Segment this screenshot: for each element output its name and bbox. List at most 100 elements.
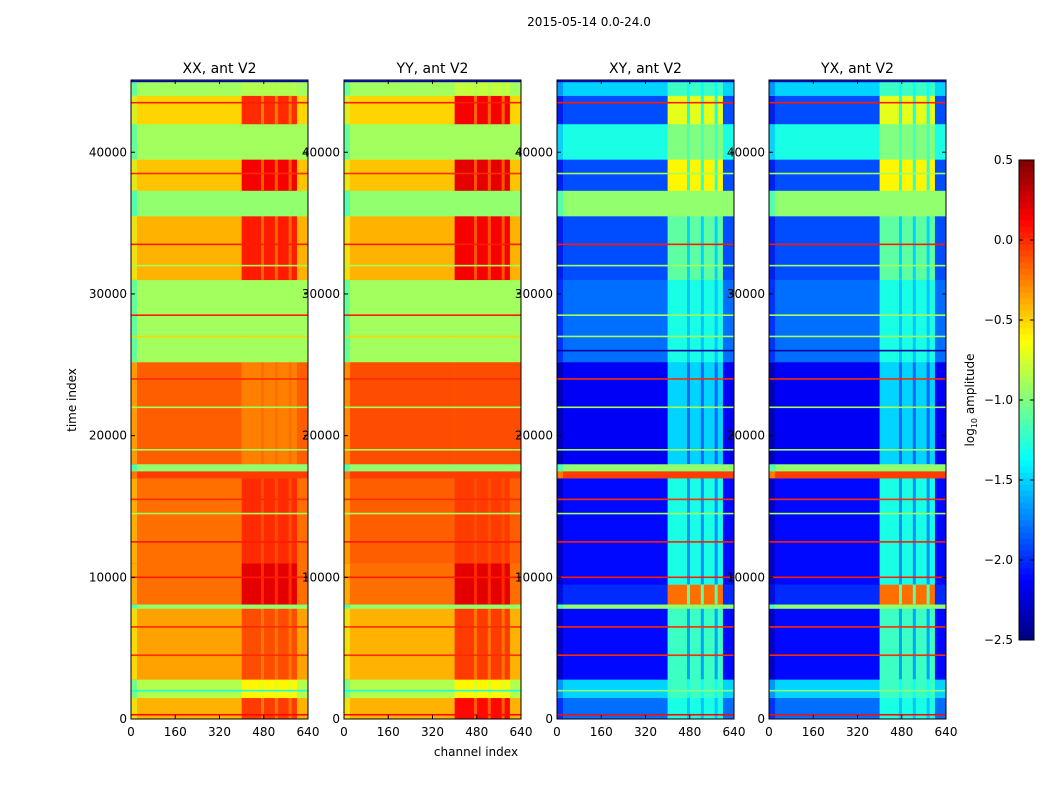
heatmap-cell	[131, 216, 137, 280]
heatmap-cell	[667, 279, 724, 363]
heatmap-cell	[557, 159, 563, 191]
heatmap-row-line	[769, 576, 946, 579]
heatmap-cell	[296, 80, 309, 96]
panel-xy: XY, ant V2 0 160 320 480 640 0 10000 20000 30000 4…	[515, 61, 746, 739]
heatmap-cell	[879, 608, 936, 680]
panel-title: XX, ant V2	[183, 61, 257, 77]
colorbar-swatch	[1019, 610, 1034, 617]
heatmap-cell	[912, 80, 916, 96]
heatmap-row-line	[557, 314, 734, 316]
heatmap-cell	[274, 361, 278, 464]
heatmap-cell	[473, 697, 477, 719]
heatmap-cell	[473, 95, 477, 124]
heatmap-row-line	[131, 541, 308, 543]
colorbar-swatch	[1019, 424, 1034, 431]
heatmap-cell	[509, 697, 522, 720]
heatmap-cell	[686, 95, 690, 124]
colorbar-swatch	[1019, 340, 1034, 347]
heatmap-row-line	[557, 406, 734, 409]
colorbar-swatch	[1019, 634, 1034, 641]
heatmap-cell	[296, 159, 309, 191]
heatmap-cell	[296, 95, 309, 125]
heatmap-cell	[667, 95, 724, 125]
heatmap-cell	[769, 604, 880, 609]
heatmap-row-line	[557, 101, 734, 104]
colorbar-label-suffix: amplitude	[963, 354, 977, 418]
colorbar-swatch	[1019, 208, 1034, 215]
heatmap-cell	[926, 697, 930, 719]
heatmap-cell	[769, 584, 775, 605]
heatmap-cell	[557, 584, 563, 605]
heatmap-cell	[501, 563, 505, 605]
heatmap-row-line	[131, 335, 308, 338]
y-tick-label: 0	[119, 712, 127, 726]
heatmap-cell	[454, 159, 511, 191]
colorbar-swatch	[1019, 184, 1034, 191]
heatmap-cell	[487, 159, 491, 191]
heatmap-cell	[686, 123, 690, 160]
heatmap-cell	[557, 123, 563, 160]
colorbar-swatch	[1019, 328, 1034, 335]
heatmap-cell	[722, 584, 735, 605]
heatmap-row-line	[344, 498, 521, 501]
y-tick-label: 10000	[302, 570, 340, 584]
x-tick-label: 320	[846, 725, 869, 739]
colorbar-swatch	[1019, 286, 1034, 293]
heatmap-cell	[686, 80, 690, 96]
heatmap-cell	[714, 159, 718, 191]
heatmap-cell	[879, 159, 936, 191]
heatmap-cell	[131, 95, 137, 124]
colorbar-tick-label: 0.5	[994, 153, 1013, 167]
heatmap-cell	[926, 478, 930, 585]
heatmap-cell	[557, 478, 668, 585]
x-tick-label: 0	[553, 725, 561, 739]
heatmap-row-line	[131, 172, 308, 175]
heatmap-row-line	[557, 713, 734, 716]
heatmap-cell	[934, 463, 947, 472]
heatmap-cell	[686, 608, 690, 680]
heatmap-cell	[722, 608, 735, 680]
heatmap-cell	[714, 216, 718, 280]
colorbar-tick-label: −2.5	[984, 633, 1013, 647]
heatmap-cell	[260, 563, 264, 605]
heatmap-cell	[509, 471, 522, 479]
heatmap-cell	[131, 471, 242, 479]
colorbar: 0.5 0.0 −0.5 −1.0 −1.5 −2.0 −2.5	[984, 153, 1035, 647]
y-axis-label: time index	[65, 368, 79, 432]
heatmap-cell	[926, 608, 930, 680]
colorbar-swatch	[1019, 412, 1034, 419]
heatmap-cell	[131, 80, 137, 96]
heatmap-row-line	[344, 172, 521, 175]
heatmap-cell	[667, 584, 724, 605]
heatmap-cell	[344, 471, 350, 479]
colorbar-tick-label: −2.0	[984, 553, 1013, 567]
heatmap-cell	[131, 563, 137, 605]
colorbar-swatch	[1019, 220, 1034, 227]
heatmap-row-line	[769, 689, 946, 692]
heatmap-row-line	[344, 406, 521, 409]
heatmap-cell	[722, 95, 735, 125]
heatmap-cell	[926, 279, 930, 362]
x-tick-label: 0	[340, 725, 348, 739]
heatmap-cell	[879, 584, 936, 605]
colorbar-swatch	[1019, 406, 1034, 413]
x-tick-label: 320	[208, 725, 231, 739]
heatmap-cell	[131, 478, 137, 564]
heatmap-cell	[769, 697, 775, 719]
heatmap-cell	[296, 361, 309, 465]
heatmap-cell	[769, 95, 880, 125]
heatmap-row-line	[769, 349, 946, 352]
heatmap-cell	[714, 361, 718, 464]
heatmap-cell	[700, 95, 704, 124]
heatmap-cell	[344, 159, 350, 191]
heatmap-cell	[769, 604, 775, 609]
heatmap-cell	[131, 697, 137, 719]
heatmap-row-line	[131, 512, 308, 515]
heatmap-cell	[454, 361, 511, 465]
colorbar-swatch	[1019, 238, 1034, 245]
heatmap-cell	[926, 159, 930, 191]
heatmap-cell	[769, 190, 775, 217]
heatmap-cell	[769, 697, 880, 720]
heatmap-cell	[274, 697, 278, 719]
